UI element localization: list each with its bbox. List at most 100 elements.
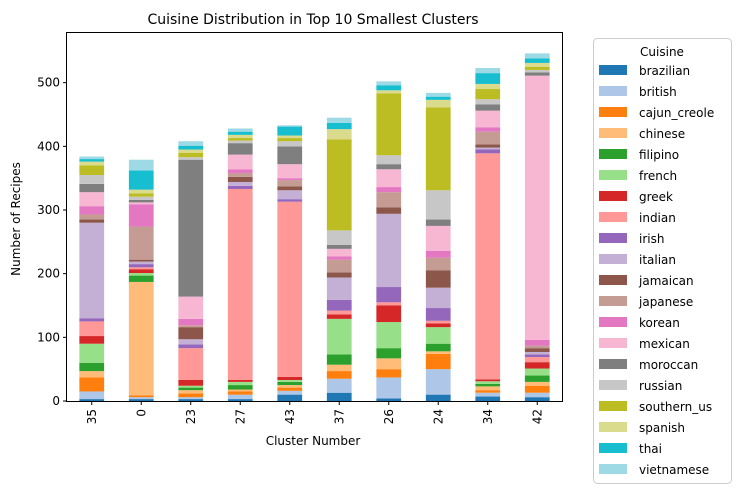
legend-label-indian: indian <box>639 211 676 225</box>
bar-43-moroccan <box>277 146 303 165</box>
bar-34-brazilian <box>475 396 501 401</box>
bar-0-korean <box>128 204 154 227</box>
bar-34-japanese <box>475 131 501 145</box>
bar-42-mexican <box>524 75 550 340</box>
bar-37-spanish <box>326 129 352 140</box>
bar-35-french <box>79 343 105 363</box>
bar-34-korean <box>475 127 501 132</box>
bar-42-filipino <box>524 375 550 382</box>
x-tick-label-43: 43 <box>283 409 297 424</box>
bar-23-french <box>178 385 204 388</box>
bar-34-greek <box>475 379 501 382</box>
bar-26-korean <box>376 187 402 193</box>
bar-27-japanese <box>227 173 253 177</box>
bar-42-vietnamese <box>524 53 550 59</box>
bar-24-mexican <box>425 225 451 251</box>
bar-27-chinese <box>227 389 253 392</box>
bar-37-moroccan <box>326 245 352 249</box>
bar-35-spanish <box>79 161 105 166</box>
bar-23-italian <box>178 339 204 345</box>
bar-42-korean <box>524 339 550 346</box>
bar-26-greek <box>376 305 402 323</box>
bar-26-thai <box>376 85 402 91</box>
bar-42-spanish <box>524 62 550 67</box>
legend-swatch-brazilian <box>599 65 627 75</box>
y-tick-label: 400 <box>37 139 60 153</box>
bar-26-southern_us <box>376 93 402 156</box>
bar-43-italian <box>277 190 303 200</box>
bar-34-mexican <box>475 110 501 128</box>
legend-swatch-vietnamese <box>599 464 627 474</box>
bar-26-brazilian <box>376 398 402 401</box>
legend-swatch-french <box>599 170 627 180</box>
bar-27-cajun_creole <box>227 391 253 395</box>
bar-24-moroccan <box>425 219 451 226</box>
bar-42-british <box>524 392 550 398</box>
bar-37-french <box>326 318 352 355</box>
bar-0-cajun_creole <box>128 395 154 398</box>
bar-23-korean <box>178 318 204 326</box>
bar-27-irish <box>227 185 253 189</box>
legend-swatch-mexican <box>599 338 627 348</box>
x-axis-title: Cluster Number <box>266 434 361 448</box>
bar-42-cajun_creole <box>524 385 550 393</box>
bar-0-indian <box>128 267 154 270</box>
bar-35-british <box>79 391 105 400</box>
legend-label-spanish: spanish <box>639 421 685 435</box>
legend-swatch-japanese <box>599 296 627 306</box>
y-ticks: 0 100 200 300 400 500 <box>37 76 67 408</box>
bar-23-russian <box>178 157 204 160</box>
bar-24-irish <box>425 308 451 321</box>
bar-23-greek <box>178 379 204 386</box>
bar-26-cajun_creole <box>376 369 402 378</box>
bar-43-chinese <box>277 385 303 388</box>
bar-43-spanish <box>277 135 303 139</box>
bar-27-french <box>227 381 253 386</box>
x-tick-label-34: 34 <box>481 409 495 424</box>
bar-0-brazilian <box>128 399 154 401</box>
bar-35-southern_us <box>79 165 105 175</box>
bar-43-filipino <box>277 381 303 386</box>
legend-label-irish: irish <box>639 232 664 246</box>
legend-label-mexican: mexican <box>639 337 690 351</box>
bar-24-japanese <box>425 257 451 271</box>
bar-42-southern_us <box>524 66 550 70</box>
bar-34-spanish <box>475 83 501 90</box>
bar-24-southern_us <box>425 107 451 191</box>
bar-37-cajun_creole <box>326 371 352 379</box>
x-tick-label-35: 35 <box>85 409 99 424</box>
bar-35-indian <box>79 321 105 337</box>
bar-34-british <box>475 392 501 397</box>
bar-23-thai <box>178 145 204 150</box>
bar-34-russian <box>475 99 501 105</box>
legend-label-southern_us: southern_us <box>639 400 712 414</box>
bar-0-french <box>128 273 154 276</box>
bar-35-italian <box>79 222 105 319</box>
bar-37-british <box>326 378 352 393</box>
bar-43-vietnamese <box>277 125 303 127</box>
bar-37-irish <box>326 299 352 311</box>
bar-37-southern_us <box>326 139 352 231</box>
bar-0-italian <box>128 261 154 265</box>
x-tick-label-27: 27 <box>233 409 247 424</box>
legend-swatch-korean <box>599 317 627 327</box>
legend-label-chinese: chinese <box>639 127 685 141</box>
bar-42-irish <box>524 354 550 358</box>
bar-27-korean <box>227 169 253 174</box>
bar-26-french <box>376 322 402 349</box>
bar-27-brazilian <box>227 399 253 401</box>
bar-27-jamaican <box>227 176 253 182</box>
bar-35-jamaican <box>79 219 105 223</box>
bar-27-greek <box>227 379 253 382</box>
bar-34-vietnamese <box>475 68 501 74</box>
legend-swatch-spanish <box>599 422 627 432</box>
bar-27-thai <box>227 131 253 135</box>
bar-24-spanish <box>425 99 451 108</box>
bar-37-korean <box>326 256 352 260</box>
legend-label-vietnamese: vietnamese <box>639 463 709 477</box>
bar-35-mexican <box>79 192 105 207</box>
bar-35-filipino <box>79 362 105 372</box>
bar-43-indian <box>277 201 303 377</box>
x-tick-label-0: 0 <box>134 409 148 417</box>
